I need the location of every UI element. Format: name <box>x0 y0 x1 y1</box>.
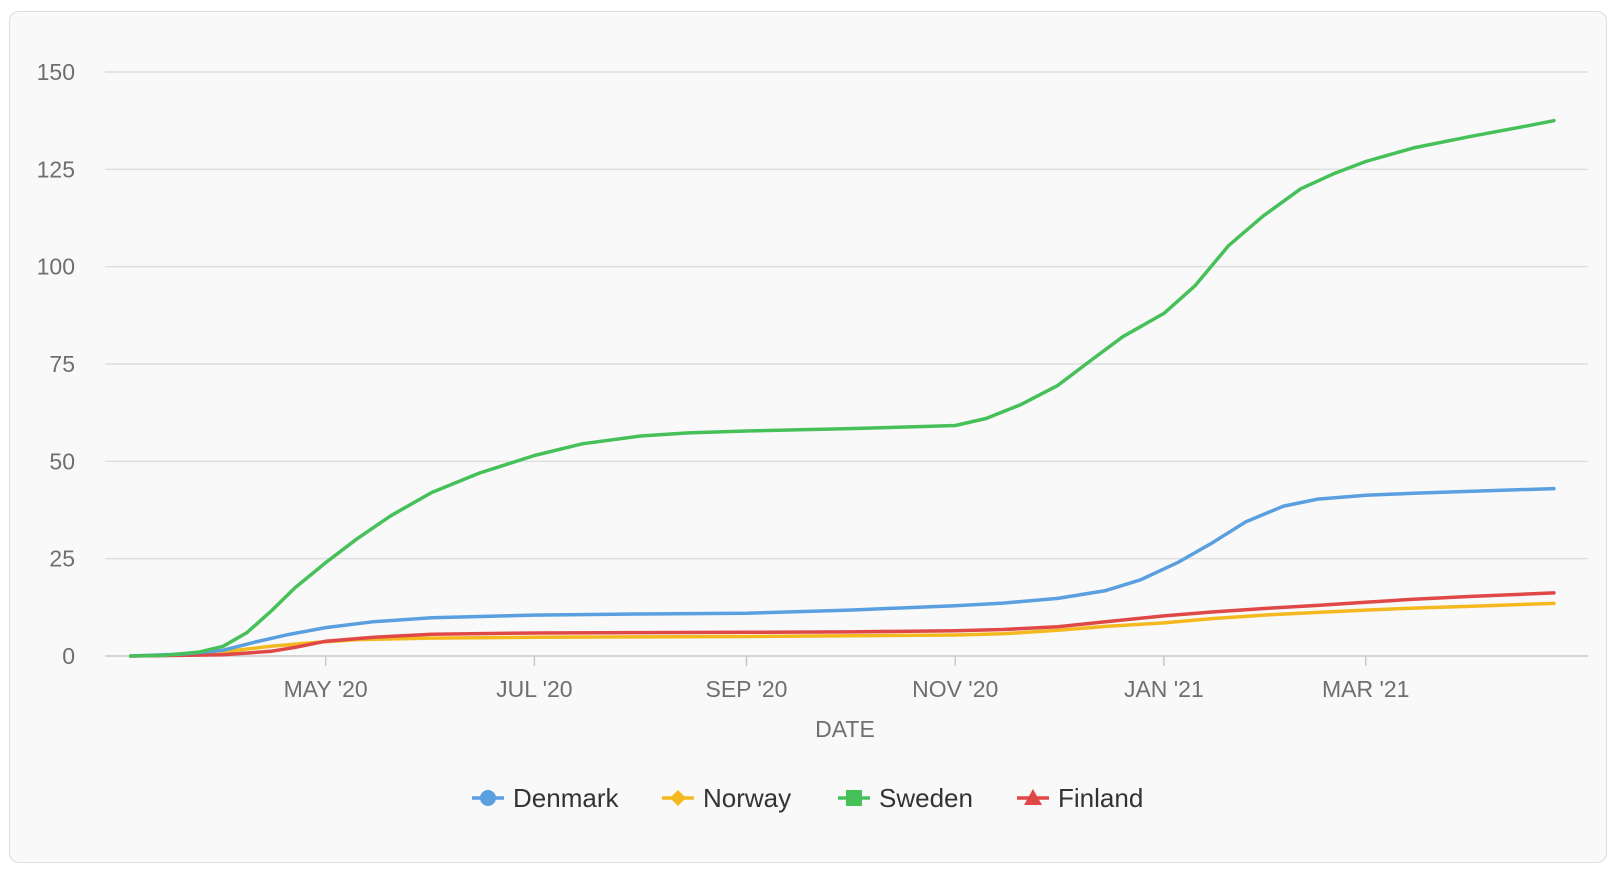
x-axis-label: DATE <box>815 716 875 742</box>
legend-label: Norway <box>703 783 791 813</box>
x-tick-label: JUL '20 <box>496 676 572 702</box>
legend-label: Denmark <box>513 783 619 813</box>
legend-marker-triangle <box>1024 789 1042 805</box>
y-tick-label: 0 <box>62 643 75 669</box>
legend-label: Finland <box>1058 783 1143 813</box>
x-tick-label: MAY '20 <box>284 676 368 702</box>
series-lines <box>128 118 1556 658</box>
x-axis-ticks: MAY '20 JUL '20 SEP '20 NOV '20 JAN '21 MAR '… <box>284 656 1409 702</box>
y-tick-label: 100 <box>37 254 75 280</box>
y-tick-label: 150 <box>37 59 75 85</box>
legend-marker-diamond <box>670 790 686 806</box>
x-tick-label: JAN '21 <box>1124 676 1204 702</box>
y-axis-ticks: 0 25 50 75 100 125 150 <box>37 59 75 669</box>
gridlines <box>105 71 1588 657</box>
x-tick-label: MAR '21 <box>1322 676 1409 702</box>
legend-label: Sweden <box>879 783 973 813</box>
legend-item-denmark[interactable]: Denmark <box>472 783 619 813</box>
series-line-norway <box>128 601 1556 658</box>
y-tick-label: 50 <box>49 448 75 474</box>
x-tick-label: SEP '20 <box>706 676 788 702</box>
series-line-denmark <box>128 486 1556 658</box>
y-tick-label: 125 <box>37 156 75 182</box>
chart-card <box>9 11 1607 863</box>
y-tick-label: 25 <box>49 546 75 572</box>
legend-marker-square <box>846 790 862 806</box>
legend-item-finland[interactable]: Finland <box>1017 783 1143 813</box>
legend-item-norway[interactable]: Norway <box>662 783 791 813</box>
x-tick-label: NOV '20 <box>912 676 998 702</box>
y-tick-label: 75 <box>49 351 75 377</box>
legend: Denmark Norway Sweden Finland <box>472 783 1143 813</box>
series-line-finland <box>128 591 1556 658</box>
legend-marker-circle <box>480 790 496 806</box>
series-line-sweden <box>128 118 1556 658</box>
legend-item-sweden[interactable]: Sweden <box>838 783 973 813</box>
